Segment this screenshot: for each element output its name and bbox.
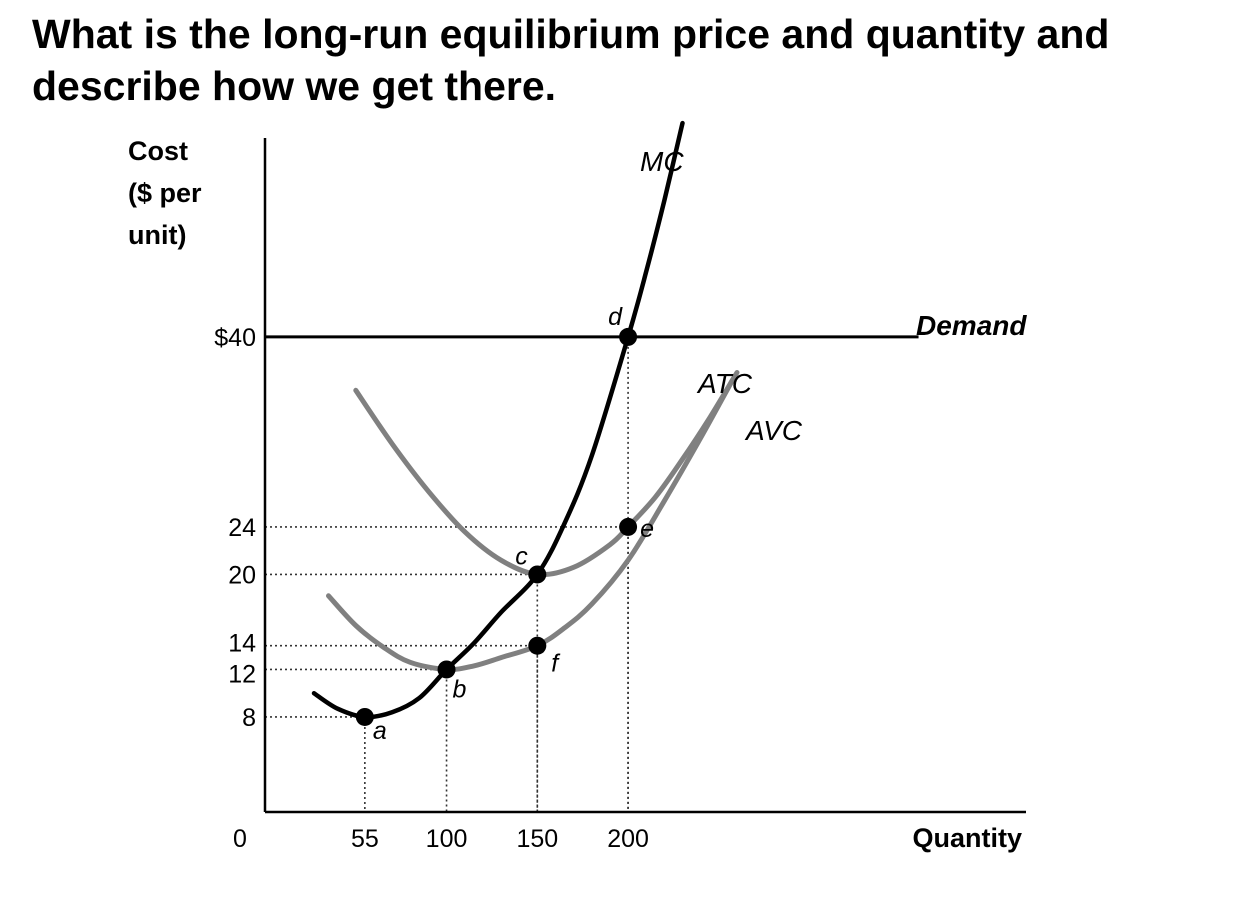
y-tick-label: 14 — [228, 630, 256, 658]
point-label-a: a — [373, 717, 387, 745]
x-axis-label: Quantity — [912, 823, 1022, 853]
point-c — [528, 565, 547, 584]
question-line-1: What is the long-run equilibrium price a… — [32, 11, 1110, 57]
x-tick-label: 100 — [426, 825, 468, 853]
point-label-c: c — [515, 542, 528, 570]
point-label-b: b — [453, 675, 467, 703]
x-tick-label: 200 — [607, 825, 649, 853]
question-line-2: describe how we get there. — [32, 63, 557, 109]
question-text: What is the long-run equilibrium price a… — [32, 8, 1222, 112]
mc-curve — [311, 120, 685, 720]
chart-labels: Cost ($ per unit) Quantity MC ATC AVC Demand — [128, 136, 1027, 853]
cost-curves — [265, 120, 919, 720]
equilibrium-points: a b c d e f — [355, 303, 654, 745]
avc-label: AVC — [744, 415, 803, 446]
point-label-d: d — [608, 303, 623, 331]
point-label-e: e — [640, 515, 654, 543]
point-b — [437, 660, 456, 679]
demand-label: Demand — [916, 310, 1027, 341]
origin-label: 0 — [233, 825, 247, 853]
mc-label: MC — [640, 146, 684, 177]
y-axis-label: unit) — [128, 220, 186, 250]
atc-label: ATC — [696, 368, 753, 399]
x-tick-label: 55 — [351, 825, 379, 853]
y-axis-label: Cost — [128, 136, 188, 166]
y-axis-label: ($ per — [128, 178, 202, 208]
y-tick-label: 24 — [228, 514, 256, 542]
y-tick-label: $40 — [214, 324, 256, 352]
atc-curve — [353, 370, 740, 578]
y-tick-label: 20 — [228, 561, 256, 589]
dotted-guide-lines — [265, 336, 629, 812]
point-e — [619, 517, 638, 536]
point-a — [355, 707, 374, 726]
point-f — [528, 636, 547, 655]
x-tick-label: 150 — [516, 825, 558, 853]
axes — [263, 138, 1026, 814]
avc-curve — [326, 376, 736, 673]
y-tick-label: 8 — [242, 704, 256, 732]
point-d — [619, 327, 638, 346]
point-label-f: f — [551, 650, 561, 678]
y-tick-label: 12 — [228, 660, 256, 688]
